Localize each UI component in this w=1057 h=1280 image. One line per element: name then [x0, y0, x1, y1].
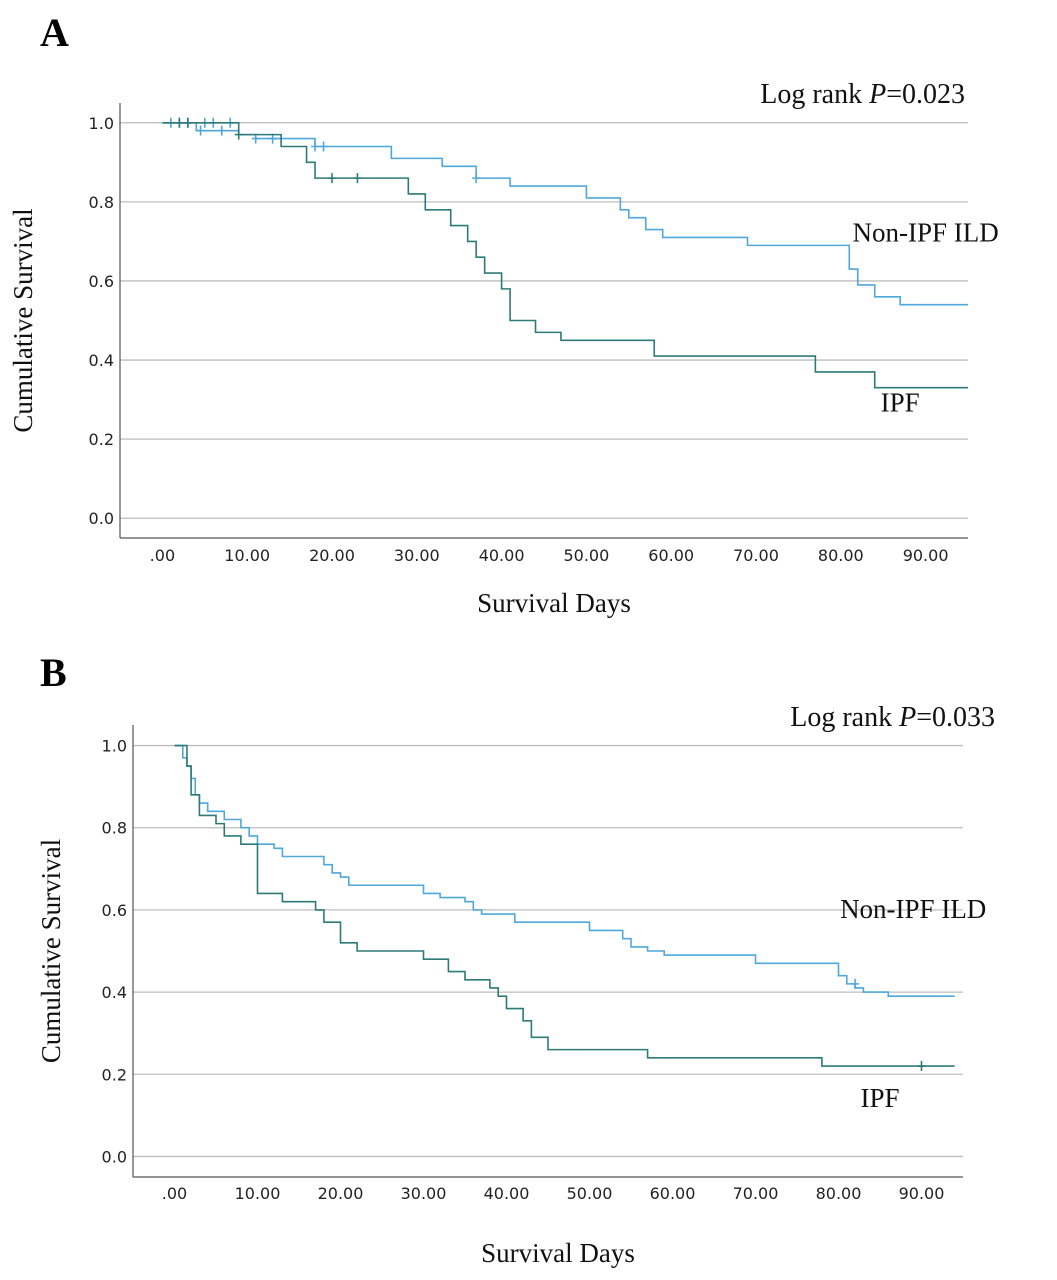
x-tick-label: 70.00 — [733, 546, 779, 565]
x-tick-label: 60.00 — [648, 546, 694, 565]
series-label: IPF — [860, 1083, 899, 1113]
x-tick-label: .00 — [162, 1184, 187, 1203]
y-tick-label: 0.2 — [89, 430, 114, 449]
censor-mark — [175, 117, 184, 128]
y-tick-label: 1.0 — [89, 114, 114, 133]
y-tick-label: 0.8 — [102, 819, 127, 838]
censor-mark — [311, 141, 320, 152]
x-tick-label: 50.00 — [567, 1184, 613, 1203]
annotation-p: P — [868, 79, 886, 110]
censor-mark — [319, 141, 328, 152]
censor-mark — [183, 117, 192, 128]
y-tick-label: 0.2 — [102, 1065, 127, 1084]
x-tick-label: 70.00 — [733, 1184, 779, 1203]
x-tick-label: 60.00 — [650, 1184, 696, 1203]
y-axis-title: Cumulative Survival — [8, 208, 38, 432]
x-tick-label: 90.00 — [903, 546, 949, 565]
y-tick-label: 0.6 — [89, 272, 114, 291]
y-axis-title: Cumulative Survival — [36, 839, 66, 1063]
censor-mark — [328, 173, 336, 184]
censor-mark — [234, 129, 243, 140]
x-tick-label: 20.00 — [309, 546, 355, 565]
censor-mark — [851, 978, 860, 989]
censor-mark — [196, 125, 205, 136]
y-tick-label: 0.4 — [102, 983, 127, 1002]
series-label: IPF — [881, 387, 920, 417]
x-axis-title: Survival Days — [481, 1238, 635, 1268]
censor-mark — [917, 1061, 926, 1072]
censor-mark — [472, 173, 481, 184]
series-line-ipf — [174, 744, 955, 1067]
panel-label: A — [40, 10, 69, 55]
y-tick-label: 0.8 — [89, 193, 114, 212]
log-rank-annotation: Log rank P=0.023 — [760, 79, 965, 110]
log-rank-annotation: Log rank P=0.033 — [790, 702, 995, 733]
x-tick-label: .00 — [150, 546, 175, 565]
panel-a: A 0.0 0.2 0.4 0.6 0.8 1.0 .00 10.00 20.00 30.00 40.… — [8, 10, 999, 618]
x-tick-label: 30.00 — [394, 546, 440, 565]
x-tick-label: 40.00 — [479, 546, 525, 565]
x-tick-label: 30.00 — [401, 1184, 447, 1203]
panel-label: B — [40, 650, 67, 695]
annotation-p: P — [898, 702, 916, 733]
panel-b: B 0.0 0.2 0.4 0.6 0.8 1.0 .00 10.00 20.00 30.00 40.… — [0, 640, 1057, 1280]
x-tick-label: 20.00 — [318, 1184, 364, 1203]
y-tick-label: 0.6 — [102, 901, 127, 920]
km-chart-a: A 0.0 0.2 0.4 0.6 0.8 1.0 .00 10.00 20.00 30.00 40.… — [8, 10, 999, 618]
km-chart-b: B 0.0 0.2 0.4 0.6 0.8 1.0 .00 10.00 20.00 30.00 40.… — [36, 650, 995, 1268]
annotation-value: =0.033 — [916, 702, 995, 733]
series-line-ipf — [162, 121, 968, 389]
x-tick-label: 10.00 — [224, 546, 270, 565]
series-label: Non-IPF ILD — [852, 217, 998, 247]
x-tick-label: 50.00 — [563, 546, 609, 565]
series-line-non-ipf-ild — [162, 121, 968, 306]
x-tick-label: 40.00 — [484, 1184, 530, 1203]
x-tick-label: 90.00 — [899, 1184, 945, 1203]
x-axis-title: Survival Days — [477, 588, 631, 618]
y-tick-label: 0.0 — [102, 1147, 127, 1166]
x-tick-label: 80.00 — [818, 546, 864, 565]
censor-mark — [353, 173, 362, 184]
series-line-non-ipf-ild — [174, 744, 955, 997]
censor-mark — [217, 125, 226, 136]
annotation-prefix: Log rank — [790, 702, 899, 733]
y-tick-label: 1.0 — [102, 737, 127, 756]
annotation-prefix: Log rank — [760, 79, 869, 110]
y-tick-label: 0.0 — [89, 509, 114, 528]
annotation-value: =0.023 — [886, 79, 965, 110]
x-tick-label: 10.00 — [235, 1184, 281, 1203]
y-tick-label: 0.4 — [89, 351, 114, 370]
x-tick-label: 80.00 — [816, 1184, 862, 1203]
series-label: Non-IPF ILD — [840, 894, 986, 924]
